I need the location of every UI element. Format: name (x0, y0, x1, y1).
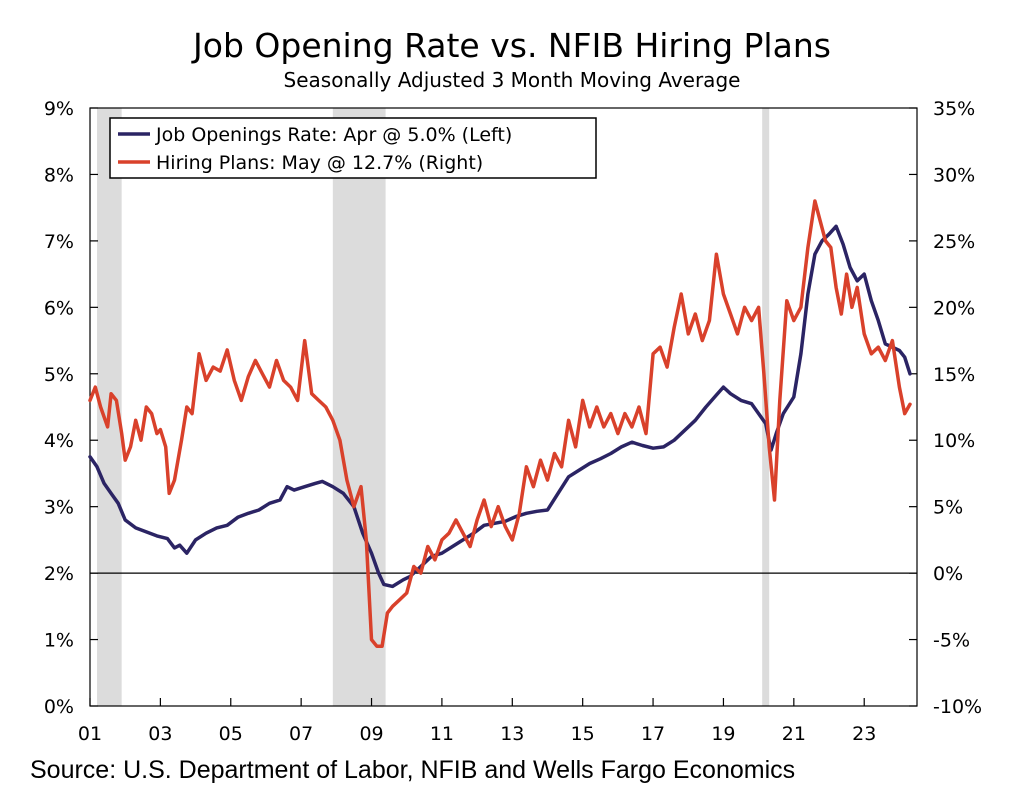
x-tick-label: 13 (500, 723, 524, 745)
x-tick-label: 15 (571, 723, 595, 745)
y-left-tick-label: 0% (44, 696, 74, 718)
x-tick-label: 09 (359, 723, 383, 745)
x-tick-label: 23 (852, 723, 876, 745)
y-left-tick-label: 9% (44, 98, 74, 120)
chart-title: Job Opening Rate vs. NFIB Hiring Plans (193, 26, 831, 65)
recession-bands (97, 108, 770, 706)
legend: Job Openings Rate: Apr @ 5.0% (Left) Hir… (109, 117, 597, 179)
y-right-tick-label: -10% (933, 696, 982, 718)
legend-box (109, 117, 597, 179)
y-right-tick-label: 0% (933, 563, 963, 585)
legend-label-hiring-plans: Hiring Plans: May @ 12.7% (Right) (156, 152, 483, 174)
y-right-tick-label: 20% (933, 297, 975, 319)
x-tick-label: 01 (78, 723, 102, 745)
y-left-tick-label: 4% (44, 430, 74, 452)
y-left-tick-label: 7% (44, 231, 74, 253)
y-left-tick-label: 8% (44, 164, 74, 186)
series-job-openings-line (88, 224, 912, 589)
y-right-tick-label: 10% (933, 430, 975, 452)
source-note: Source: U.S. Department of Labor, NFIB a… (30, 756, 796, 784)
recession-band-1 (332, 108, 386, 706)
y-left-tick-label: 5% (44, 364, 74, 386)
axes: 0% 1% 2% 3% 4% 5% 6% 7% 8% 9% -10% -5% 0% 5% 10% 15% 20%… (44, 98, 982, 745)
y-left-tick-label: 6% (44, 297, 74, 319)
x-tick-label: 11 (430, 723, 454, 745)
series-lines (88, 199, 912, 648)
y-left-tick-label: 1% (44, 630, 74, 652)
y-right-tick-label: 25% (933, 231, 975, 253)
x-tick-label: 19 (711, 723, 735, 745)
chart-subtitle: Seasonally Adjusted 3 Month Moving Avera… (283, 68, 741, 92)
x-tick-label: 03 (148, 723, 172, 745)
legend-label-job-openings: Job Openings Rate: Apr @ 5.0% (Left) (155, 124, 512, 146)
x-tick-label: 05 (219, 723, 243, 745)
y-right-tick-label: 15% (933, 364, 975, 386)
x-tick-label: 07 (289, 723, 313, 745)
x-tick-label: 21 (782, 723, 806, 745)
y-left-tick-label: 3% (44, 497, 74, 519)
y-right-tick-label: 30% (933, 164, 975, 186)
series-hiring-plans-line (88, 199, 912, 648)
y-right-tick-label: 35% (933, 98, 975, 120)
y-right-tick-label: -5% (933, 630, 970, 652)
x-tick-label: 17 (641, 723, 665, 745)
y-left-tick-label: 2% (44, 563, 74, 585)
y-right-tick-label: 5% (933, 497, 963, 519)
plot-frame (89, 107, 918, 707)
